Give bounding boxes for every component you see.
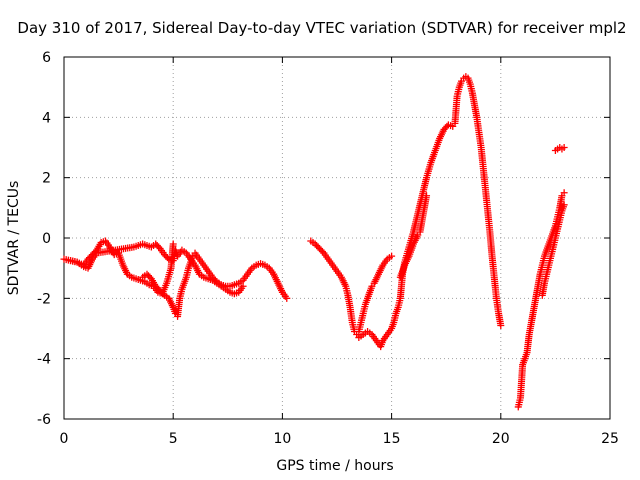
data-point	[423, 192, 431, 200]
y-tick-label: 6	[42, 50, 51, 66]
data-point	[560, 144, 568, 151]
x-tick-label: 15	[383, 431, 401, 447]
data-point	[163, 254, 171, 262]
x-tick-label: 10	[273, 431, 291, 447]
data-point	[497, 321, 505, 329]
x-tick-label: 20	[492, 431, 510, 447]
data-point	[169, 240, 177, 248]
axis-ticks: 0 5 10 15 20 25 -6 -4 -2 0 2 4 6	[37, 50, 619, 447]
x-tick-label: 25	[601, 431, 619, 447]
y-tick-label: -4	[37, 352, 51, 368]
data-points	[60, 73, 568, 411]
x-axis-label: GPS time / hours	[276, 458, 393, 474]
x-tick-label: 0	[60, 431, 69, 447]
data-point	[388, 252, 396, 260]
data-point	[211, 276, 219, 284]
y-tick-label: -2	[37, 291, 51, 307]
data-point	[155, 243, 163, 251]
y-tick-label: 2	[42, 171, 51, 187]
x-tick-label: 5	[169, 431, 178, 447]
y-tick-label: -6	[37, 412, 51, 428]
data-point	[318, 248, 326, 256]
y-axis-label: SDTVAR / TECUs	[6, 181, 22, 296]
data-point	[239, 282, 247, 290]
data-point	[560, 201, 568, 209]
grid	[64, 57, 610, 419]
y-tick-label: 0	[42, 231, 51, 247]
data-point	[283, 294, 291, 302]
data-point	[159, 290, 167, 298]
chart-title: Day 310 of 2017, Sidereal Day-to-day VTE…	[17, 19, 626, 37]
data-point	[560, 189, 568, 197]
y-tick-label: 4	[42, 110, 51, 126]
